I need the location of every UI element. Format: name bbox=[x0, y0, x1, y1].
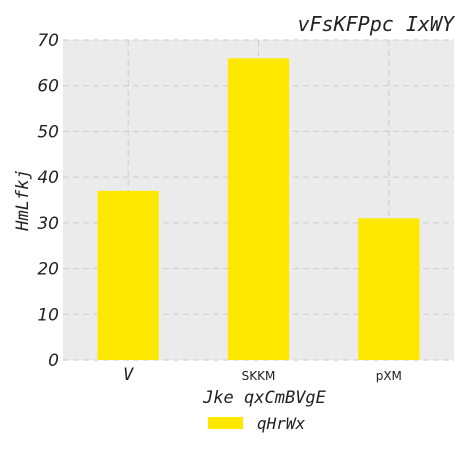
y-axis-label: HmLfkj bbox=[13, 169, 33, 231]
bar bbox=[227, 58, 290, 361]
y-tick-label: 10 bbox=[37, 305, 59, 325]
y-tick-label: 40 bbox=[37, 168, 59, 188]
x-tick-label: V bbox=[123, 365, 134, 385]
y-tick-label: 30 bbox=[37, 214, 59, 234]
y-tick-label: 70 bbox=[37, 31, 59, 51]
x-axis-label: Jke qxCmBVgE bbox=[202, 388, 327, 408]
bars bbox=[97, 58, 420, 361]
y-tick-label: 60 bbox=[37, 77, 59, 97]
x-axis-ticks: V SKKM pXM bbox=[123, 365, 402, 385]
y-tick-label: 20 bbox=[37, 260, 59, 280]
legend-label: qHrWx bbox=[257, 414, 306, 433]
chart-title: vFsKFPpc IxWY bbox=[297, 12, 455, 36]
x-tick-label: pXM bbox=[376, 369, 402, 383]
x-tick-label: SKKM bbox=[242, 369, 276, 383]
legend: qHrWx bbox=[208, 414, 306, 433]
bar bbox=[97, 190, 159, 360]
y-axis-ticks: 0 10 20 30 40 50 60 70 bbox=[37, 31, 59, 371]
bar bbox=[358, 218, 420, 360]
legend-swatch bbox=[208, 417, 243, 429]
y-tick-label: 50 bbox=[37, 122, 59, 142]
y-tick-label: 0 bbox=[48, 351, 59, 371]
